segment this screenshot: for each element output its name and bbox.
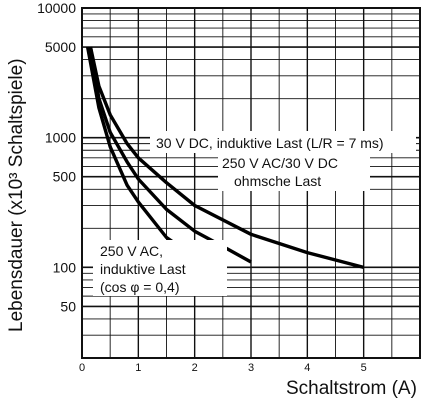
annotation-250v-ac-30v-dc-ohmic-line-2: ohmsche Last: [234, 173, 321, 189]
x-tick-label: 4: [304, 362, 310, 374]
annotation-250v-ac-30v-dc-ohmic: 250 V AC/30 V DC ohmsche Last: [218, 153, 370, 191]
y-tick-label: 1000: [45, 130, 76, 146]
annotation-250v-ac-inductive-line-2: induktive Last: [100, 261, 186, 277]
y-tick-label: 5000: [45, 39, 76, 55]
x-tick-label: 0: [79, 362, 85, 374]
x-tick-label: 2: [192, 362, 198, 374]
x-tick-label: 5: [361, 362, 367, 374]
y-tick-label: 500: [53, 169, 77, 185]
annotation-30v-dc-inductive: 30 V DC, induktive Last (L/R = 7 ms): [150, 131, 416, 153]
annotation-250v-ac-inductive-line-3: (cos φ = 0,4): [100, 279, 180, 295]
annotation-250v-ac-30v-dc-ohmic-line-1: 250 V AC/30 V DC: [222, 155, 338, 171]
x-axis-label: Schaltstrom (A): [286, 378, 417, 399]
y-tick-label: 50: [60, 298, 76, 314]
x-tick-label: 1: [135, 362, 141, 374]
y-tick-label: 10000: [37, 0, 76, 16]
annotation-30v-dc-inductive-line-1: 30 V DC, induktive Last (L/R = 7 ms): [156, 135, 384, 151]
x-tick-label: 3: [248, 362, 254, 374]
annotation-250v-ac-inductive-line-1: 250 V AC,: [100, 243, 163, 259]
series-line-3: [85, 46, 196, 259]
annotation-250v-ac-inductive: 250 V AC, induktive Last (cos φ = 0,4): [93, 240, 227, 296]
y-tick-label: 100: [53, 259, 77, 275]
y-tick-labels: 100 50 500 1000 5000 10000: [37, 0, 76, 314]
x-tick-labels: 0 1 2 3 4 5: [79, 362, 367, 374]
series-line-1: [88, 46, 365, 270]
y-axis-label: Lebensdauer (x10³ Schaltspiele): [6, 58, 27, 332]
